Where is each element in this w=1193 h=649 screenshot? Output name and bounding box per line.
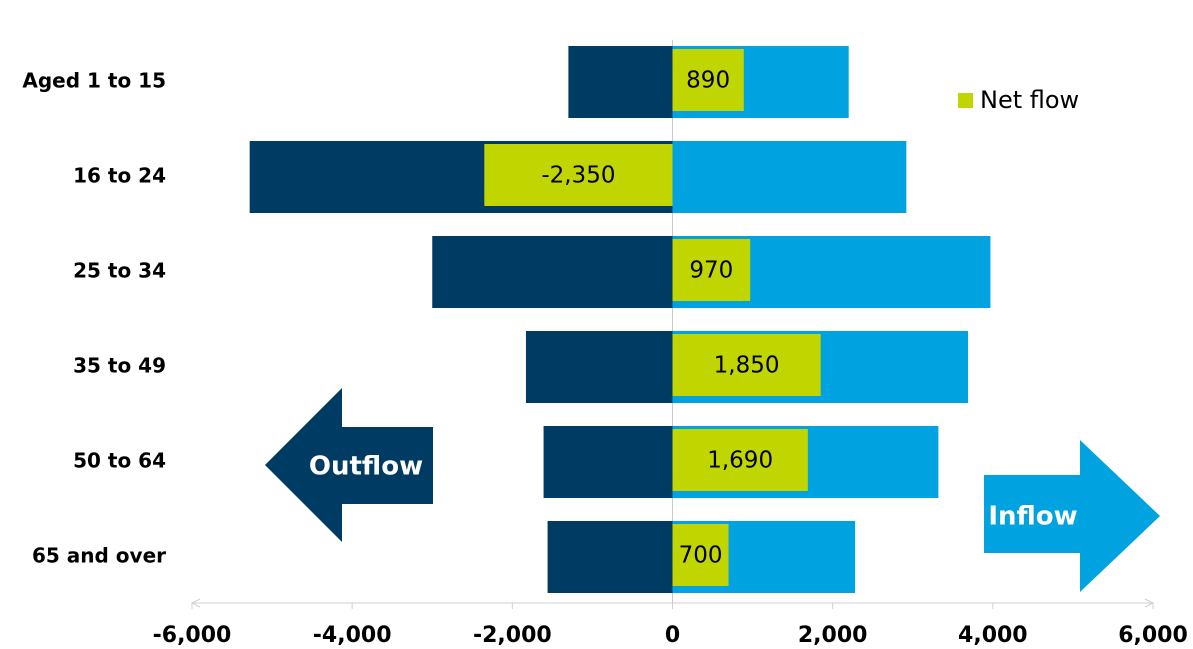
- bar-value-label: 1,850: [714, 353, 780, 379]
- bar-value-label: 890: [686, 68, 730, 94]
- y-tick-label: 35 to 49: [73, 354, 166, 378]
- bar-value-label: 700: [679, 543, 723, 569]
- bar-value-label: 970: [689, 258, 733, 284]
- bar-value-label: 1,690: [707, 448, 773, 474]
- outflow-arrow: [265, 388, 433, 542]
- bar: [672, 141, 907, 213]
- bar: [672, 49, 744, 111]
- bar-value-label: -2,350: [541, 163, 615, 189]
- bar: [484, 144, 673, 206]
- legend-label: Net flow: [980, 86, 1079, 114]
- y-tick-label: Aged 1 to 15: [22, 69, 166, 93]
- x-tick-label: 6,000: [1118, 623, 1188, 648]
- x-tick-label: -6,000: [153, 623, 232, 648]
- bar: [672, 239, 751, 301]
- y-tick-label: 65 and over: [32, 544, 166, 568]
- bar: [672, 429, 808, 491]
- bar: [543, 426, 673, 498]
- y-tick-label: 25 to 34: [73, 259, 166, 283]
- legend-swatch: [958, 93, 973, 108]
- x-tick-label: 2,000: [798, 623, 868, 648]
- bar: [672, 334, 821, 396]
- inflow-arrow: [984, 440, 1160, 592]
- x-tick-label: 4,000: [958, 623, 1028, 648]
- bar: [432, 236, 673, 308]
- bar: [525, 331, 673, 403]
- bar: [672, 524, 729, 586]
- x-tick-label: -2,000: [473, 623, 552, 648]
- x-tick-label: 0: [665, 623, 680, 648]
- x-tick-label: -4,000: [313, 623, 392, 648]
- inflow-label: Inflow: [988, 502, 1077, 532]
- y-tick-label: 16 to 24: [73, 164, 166, 188]
- bar: [568, 46, 673, 118]
- y-tick-label: 50 to 64: [73, 449, 166, 473]
- bar: [547, 521, 673, 593]
- outflow-label: Outflow: [309, 452, 423, 482]
